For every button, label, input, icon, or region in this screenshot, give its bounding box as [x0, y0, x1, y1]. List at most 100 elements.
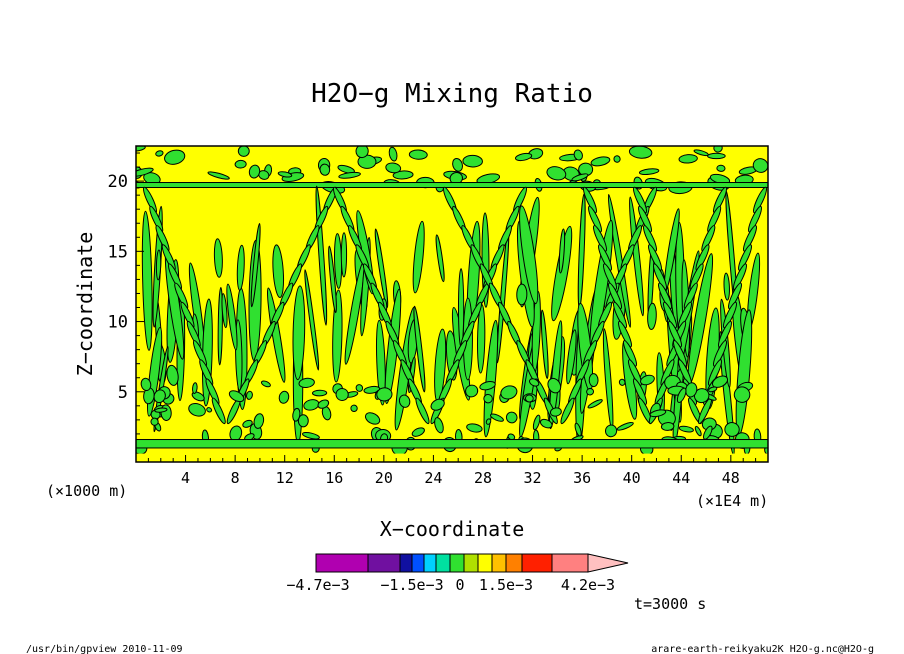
x-axis: 4 8 12 16 20 24 28 32 36 40 44 48: [147, 455, 757, 487]
x-tick-label: 16: [325, 469, 343, 487]
colorbar-labels: −4.7e−3 −1.5e−3 0 1.5e−3 4.2e−3: [286, 576, 615, 594]
green-pocket: [248, 164, 261, 179]
colorbar-swatch: [463, 553, 479, 573]
green-pocket: [292, 285, 306, 381]
green-pocket: [707, 359, 723, 386]
green-pocket: [466, 423, 483, 433]
green-pocket: [278, 390, 290, 404]
green-pocket: [586, 387, 595, 396]
green-pocket: [574, 422, 582, 437]
green-pocket: [211, 397, 226, 425]
green-pocket: [298, 377, 315, 389]
green-pocket: [539, 418, 553, 429]
green-pocket: [479, 381, 496, 391]
x-tick-label: 20: [375, 469, 393, 487]
green-pocket: [364, 412, 381, 425]
green-pocket: [242, 419, 253, 428]
green-pocket: [411, 427, 425, 437]
green-pocket: [226, 283, 238, 351]
colorbar-label-min: −4.7e−3: [286, 576, 349, 594]
green-pocket: [622, 340, 638, 367]
colorbar-swatch: [521, 553, 553, 573]
green-pocket: [742, 225, 758, 252]
green-pocket: [376, 387, 393, 402]
surface-band: [136, 439, 768, 449]
green-pocket: [607, 282, 623, 310]
green-pocket: [140, 377, 152, 392]
y-tick-label: 20: [108, 172, 128, 192]
green-pocket: [206, 407, 213, 413]
green-pocket: [483, 319, 499, 438]
colorbar-swatch: [399, 553, 413, 573]
colorbar-label-pos: 1.5e−3: [479, 576, 533, 594]
green-pocket: [260, 380, 271, 388]
green-pocket: [207, 171, 230, 180]
colorbar-label-zero: 0: [455, 576, 464, 594]
green-pocket: [483, 393, 493, 404]
green-pocket: [385, 162, 402, 174]
green-pocket: [253, 413, 265, 429]
green-pocket: [638, 168, 660, 176]
x-axis-label: X−coordinate: [380, 517, 525, 541]
green-pocket: [332, 289, 343, 383]
green-pocket: [672, 340, 688, 367]
green-pocket: [392, 170, 414, 180]
green-pocket: [560, 397, 575, 425]
green-pocket: [548, 320, 563, 430]
y-tick-label: 5: [118, 383, 128, 403]
green-pocket: [632, 378, 648, 405]
green-pocket: [652, 263, 668, 290]
green-pocket: [136, 146, 146, 152]
green-pocket: [292, 407, 301, 422]
green-pocket: [587, 205, 603, 233]
plot-area: [135, 145, 769, 463]
green-pocket: [412, 220, 425, 294]
green-pocket: [350, 404, 358, 413]
colorbar-arrow: [587, 553, 629, 573]
green-pocket: [716, 164, 726, 172]
x-unit-left: (×1000 m): [46, 482, 127, 500]
green-pocket: [727, 282, 743, 310]
green-pocket: [153, 389, 166, 404]
green-pocket: [485, 418, 492, 425]
green-pocket: [217, 286, 223, 366]
green-pocket: [617, 320, 633, 348]
green-pocket: [519, 205, 539, 305]
colorbar-swatch: [505, 553, 523, 573]
green-pocket: [737, 244, 753, 271]
green-pocket: [607, 194, 632, 328]
footer-left: /usr/bin/gpview 2010-11-09: [26, 644, 183, 654]
green-pocket: [221, 293, 228, 329]
green-pocket: [629, 196, 645, 317]
green-pocket: [637, 205, 653, 233]
green-pocket: [649, 409, 667, 418]
green-pocket: [657, 282, 673, 310]
green-pocket: [732, 263, 748, 290]
green-pocket: [616, 421, 634, 431]
green-pocket: [277, 171, 293, 178]
time-label: t=3000 s: [634, 595, 706, 613]
green-pocket: [430, 398, 445, 411]
green-pocket: [311, 389, 328, 397]
green-pocket: [154, 407, 168, 413]
green-pocket: [573, 149, 583, 161]
green-pocket: [588, 373, 599, 388]
green-pocket: [571, 173, 589, 182]
green-pocket: [415, 397, 430, 425]
green-pocket: [408, 149, 428, 160]
green-pocket: [566, 329, 577, 385]
green-pocket: [647, 244, 663, 271]
green-pocket: [155, 150, 164, 157]
x-tick-label: 12: [276, 469, 294, 487]
y-axis-label: Z−coordinate: [73, 232, 97, 377]
green-pocket: [752, 186, 768, 214]
x-tick-label: 28: [474, 469, 492, 487]
colorbar-swatch: [367, 553, 401, 573]
green-pocket: [604, 424, 618, 438]
upper-band: [136, 182, 768, 189]
green-pocket: [246, 390, 253, 400]
green-pocket: [141, 210, 153, 351]
green-pocket: [642, 225, 658, 252]
x-tick-label: 44: [672, 469, 690, 487]
x-tick-label: 24: [424, 469, 442, 487]
